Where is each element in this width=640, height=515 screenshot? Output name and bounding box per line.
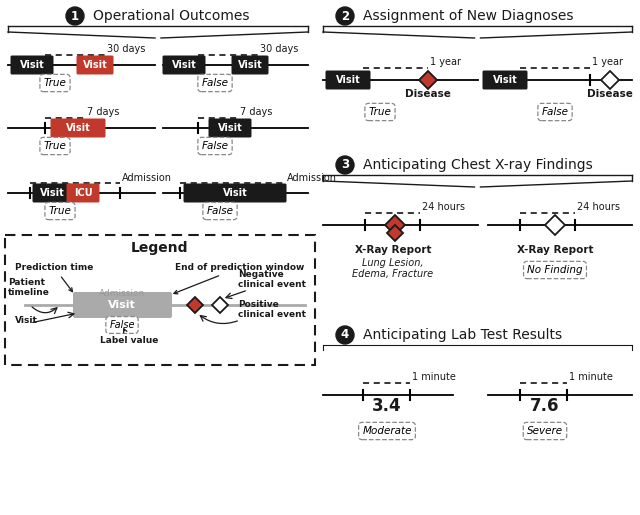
Text: True: True (44, 141, 67, 151)
Text: False: False (109, 320, 135, 330)
Polygon shape (545, 215, 565, 235)
FancyBboxPatch shape (5, 235, 315, 365)
Text: No Finding: No Finding (527, 265, 583, 275)
Text: 24 hours: 24 hours (577, 202, 620, 212)
Text: Visit: Visit (83, 60, 108, 70)
Text: False: False (541, 107, 568, 117)
Text: 4: 4 (341, 329, 349, 341)
Text: Severe: Severe (527, 426, 563, 436)
Text: Operational Outcomes: Operational Outcomes (93, 9, 250, 23)
Text: Positive
clinical event: Positive clinical event (238, 300, 306, 319)
Polygon shape (387, 225, 403, 241)
Text: Assignment of New Diagnoses: Assignment of New Diagnoses (363, 9, 573, 23)
Text: ICU: ICU (74, 188, 92, 198)
FancyBboxPatch shape (33, 183, 72, 202)
Text: 7 days: 7 days (240, 107, 273, 117)
Text: 30 days: 30 days (260, 44, 298, 54)
Text: 30 days: 30 days (107, 44, 145, 54)
Text: Visit: Visit (20, 60, 44, 70)
Text: Visit: Visit (223, 188, 248, 198)
Circle shape (336, 7, 354, 25)
Text: Prediction time: Prediction time (15, 263, 93, 291)
Text: 1 year: 1 year (592, 57, 623, 67)
Text: False: False (202, 141, 228, 151)
Text: False: False (202, 78, 228, 88)
Text: Disease: Disease (587, 89, 633, 99)
Text: Visit: Visit (66, 123, 90, 133)
FancyBboxPatch shape (77, 56, 113, 75)
Text: Moderate: Moderate (362, 426, 412, 436)
Text: Visit: Visit (237, 60, 262, 70)
FancyBboxPatch shape (51, 118, 106, 138)
Text: Admission: Admission (122, 173, 172, 183)
Text: 7 days: 7 days (87, 107, 120, 117)
Text: 24 hours: 24 hours (422, 202, 465, 212)
Text: 1: 1 (71, 9, 79, 23)
Text: Negative
clinical event: Negative clinical event (238, 269, 306, 289)
Text: Admission: Admission (99, 288, 145, 298)
Polygon shape (187, 297, 203, 313)
Text: Admission: Admission (287, 173, 337, 183)
Text: Visit: Visit (40, 188, 65, 198)
Text: 3: 3 (341, 159, 349, 171)
Circle shape (66, 7, 84, 25)
Text: Legend: Legend (131, 241, 189, 255)
Polygon shape (419, 71, 437, 89)
Text: 7.6: 7.6 (531, 397, 560, 415)
Circle shape (336, 326, 354, 344)
Text: Visit: Visit (15, 316, 38, 325)
Polygon shape (601, 71, 619, 89)
FancyBboxPatch shape (232, 56, 269, 75)
Text: 1 minute: 1 minute (412, 372, 456, 382)
Polygon shape (385, 215, 405, 235)
Text: Label value: Label value (100, 329, 158, 345)
Text: Patient
timeline: Patient timeline (8, 278, 50, 297)
Text: True: True (49, 206, 72, 216)
Text: 3.4: 3.4 (372, 397, 402, 415)
Text: X-Ray Report: X-Ray Report (355, 245, 431, 255)
Text: Anticipating Chest X-ray Findings: Anticipating Chest X-ray Findings (363, 158, 593, 172)
Text: End of prediction window: End of prediction window (174, 263, 305, 294)
Text: False: False (207, 206, 234, 216)
Text: Edema, Fracture: Edema, Fracture (353, 269, 433, 279)
Text: 1 year: 1 year (430, 57, 461, 67)
Circle shape (336, 156, 354, 174)
Text: Visit: Visit (335, 75, 360, 85)
Text: Lung Lesion,: Lung Lesion, (362, 258, 424, 268)
FancyBboxPatch shape (209, 118, 252, 138)
Text: X-Ray Report: X-Ray Report (516, 245, 593, 255)
Text: True: True (44, 78, 67, 88)
FancyBboxPatch shape (73, 292, 172, 318)
Text: Disease: Disease (405, 89, 451, 99)
FancyBboxPatch shape (67, 183, 99, 202)
FancyBboxPatch shape (184, 183, 287, 202)
Text: 2: 2 (341, 9, 349, 23)
Text: Visit: Visit (108, 300, 136, 310)
FancyBboxPatch shape (10, 56, 54, 75)
Text: Visit: Visit (172, 60, 196, 70)
Polygon shape (212, 297, 228, 313)
FancyBboxPatch shape (483, 71, 527, 90)
FancyBboxPatch shape (326, 71, 371, 90)
Text: Anticipating Lab Test Results: Anticipating Lab Test Results (363, 328, 562, 342)
Text: Visit: Visit (218, 123, 243, 133)
FancyBboxPatch shape (163, 56, 205, 75)
Text: 1 minute: 1 minute (569, 372, 613, 382)
Text: True: True (369, 107, 392, 117)
Text: Visit: Visit (493, 75, 517, 85)
